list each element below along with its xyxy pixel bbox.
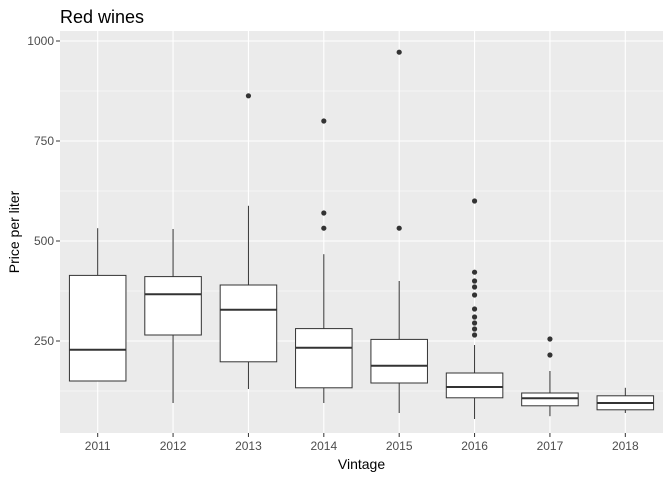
y-tick-label: 500	[34, 234, 54, 248]
x-tick-label: 2011	[85, 439, 111, 453]
box	[445, 372, 504, 399]
x-tick-label: 2015	[386, 439, 413, 453]
outlier-point	[471, 198, 478, 204]
boxplot-2013	[219, 93, 278, 389]
boxplot-2011	[68, 228, 127, 382]
outlier-point	[471, 314, 478, 320]
chart-title: Red wines	[60, 7, 144, 27]
outlier-point	[547, 352, 553, 358]
outlier-point	[396, 225, 402, 231]
x-tick-label: 2018	[612, 439, 639, 453]
outlier-point	[547, 336, 553, 342]
y-tick-label: 1000	[27, 34, 54, 48]
outlier-point	[321, 225, 327, 231]
boxplot-2018	[596, 387, 655, 413]
y-axis-ticks: 250 500 750 1000	[27, 34, 60, 348]
outlier-point	[471, 269, 478, 275]
box	[68, 274, 127, 382]
outlier-point	[471, 292, 478, 298]
x-axis-ticks: 2011 2012 2013 2014 2015 2016 2017 2018	[85, 433, 639, 453]
outlier-point	[321, 210, 327, 216]
outlier-point	[471, 326, 478, 332]
box	[144, 276, 202, 336]
boxplot-2012	[144, 229, 202, 403]
plot-panel	[60, 31, 663, 433]
boxplot-2015	[370, 49, 428, 413]
boxplot-2016	[445, 198, 504, 419]
outlier-point	[396, 49, 402, 55]
outlier-point	[471, 284, 478, 290]
x-tick-label: 2012	[160, 439, 187, 453]
outlier-point	[245, 93, 252, 99]
y-axis-title: Price per liter	[6, 190, 22, 273]
box	[521, 392, 579, 407]
box	[370, 338, 428, 384]
minor-gridlines	[60, 90, 663, 392]
boxplot-2014	[295, 118, 353, 403]
box	[219, 284, 278, 363]
x-tick-label: 2016	[461, 439, 488, 453]
outlier-point	[471, 320, 478, 326]
outlier-point	[471, 278, 478, 284]
boxplots	[68, 49, 655, 419]
x-tick-label: 2013	[235, 439, 262, 453]
outlier-point	[471, 332, 478, 338]
x-axis-title: Vintage	[338, 456, 385, 472]
y-tick-label: 750	[34, 134, 54, 148]
x-tick-label: 2014	[310, 439, 337, 453]
boxplot-2017	[521, 336, 579, 417]
outlier-point	[471, 306, 478, 312]
box	[295, 328, 353, 389]
x-tick-label: 2017	[537, 439, 564, 453]
y-tick-label: 250	[34, 334, 54, 348]
outlier-point	[321, 118, 327, 124]
